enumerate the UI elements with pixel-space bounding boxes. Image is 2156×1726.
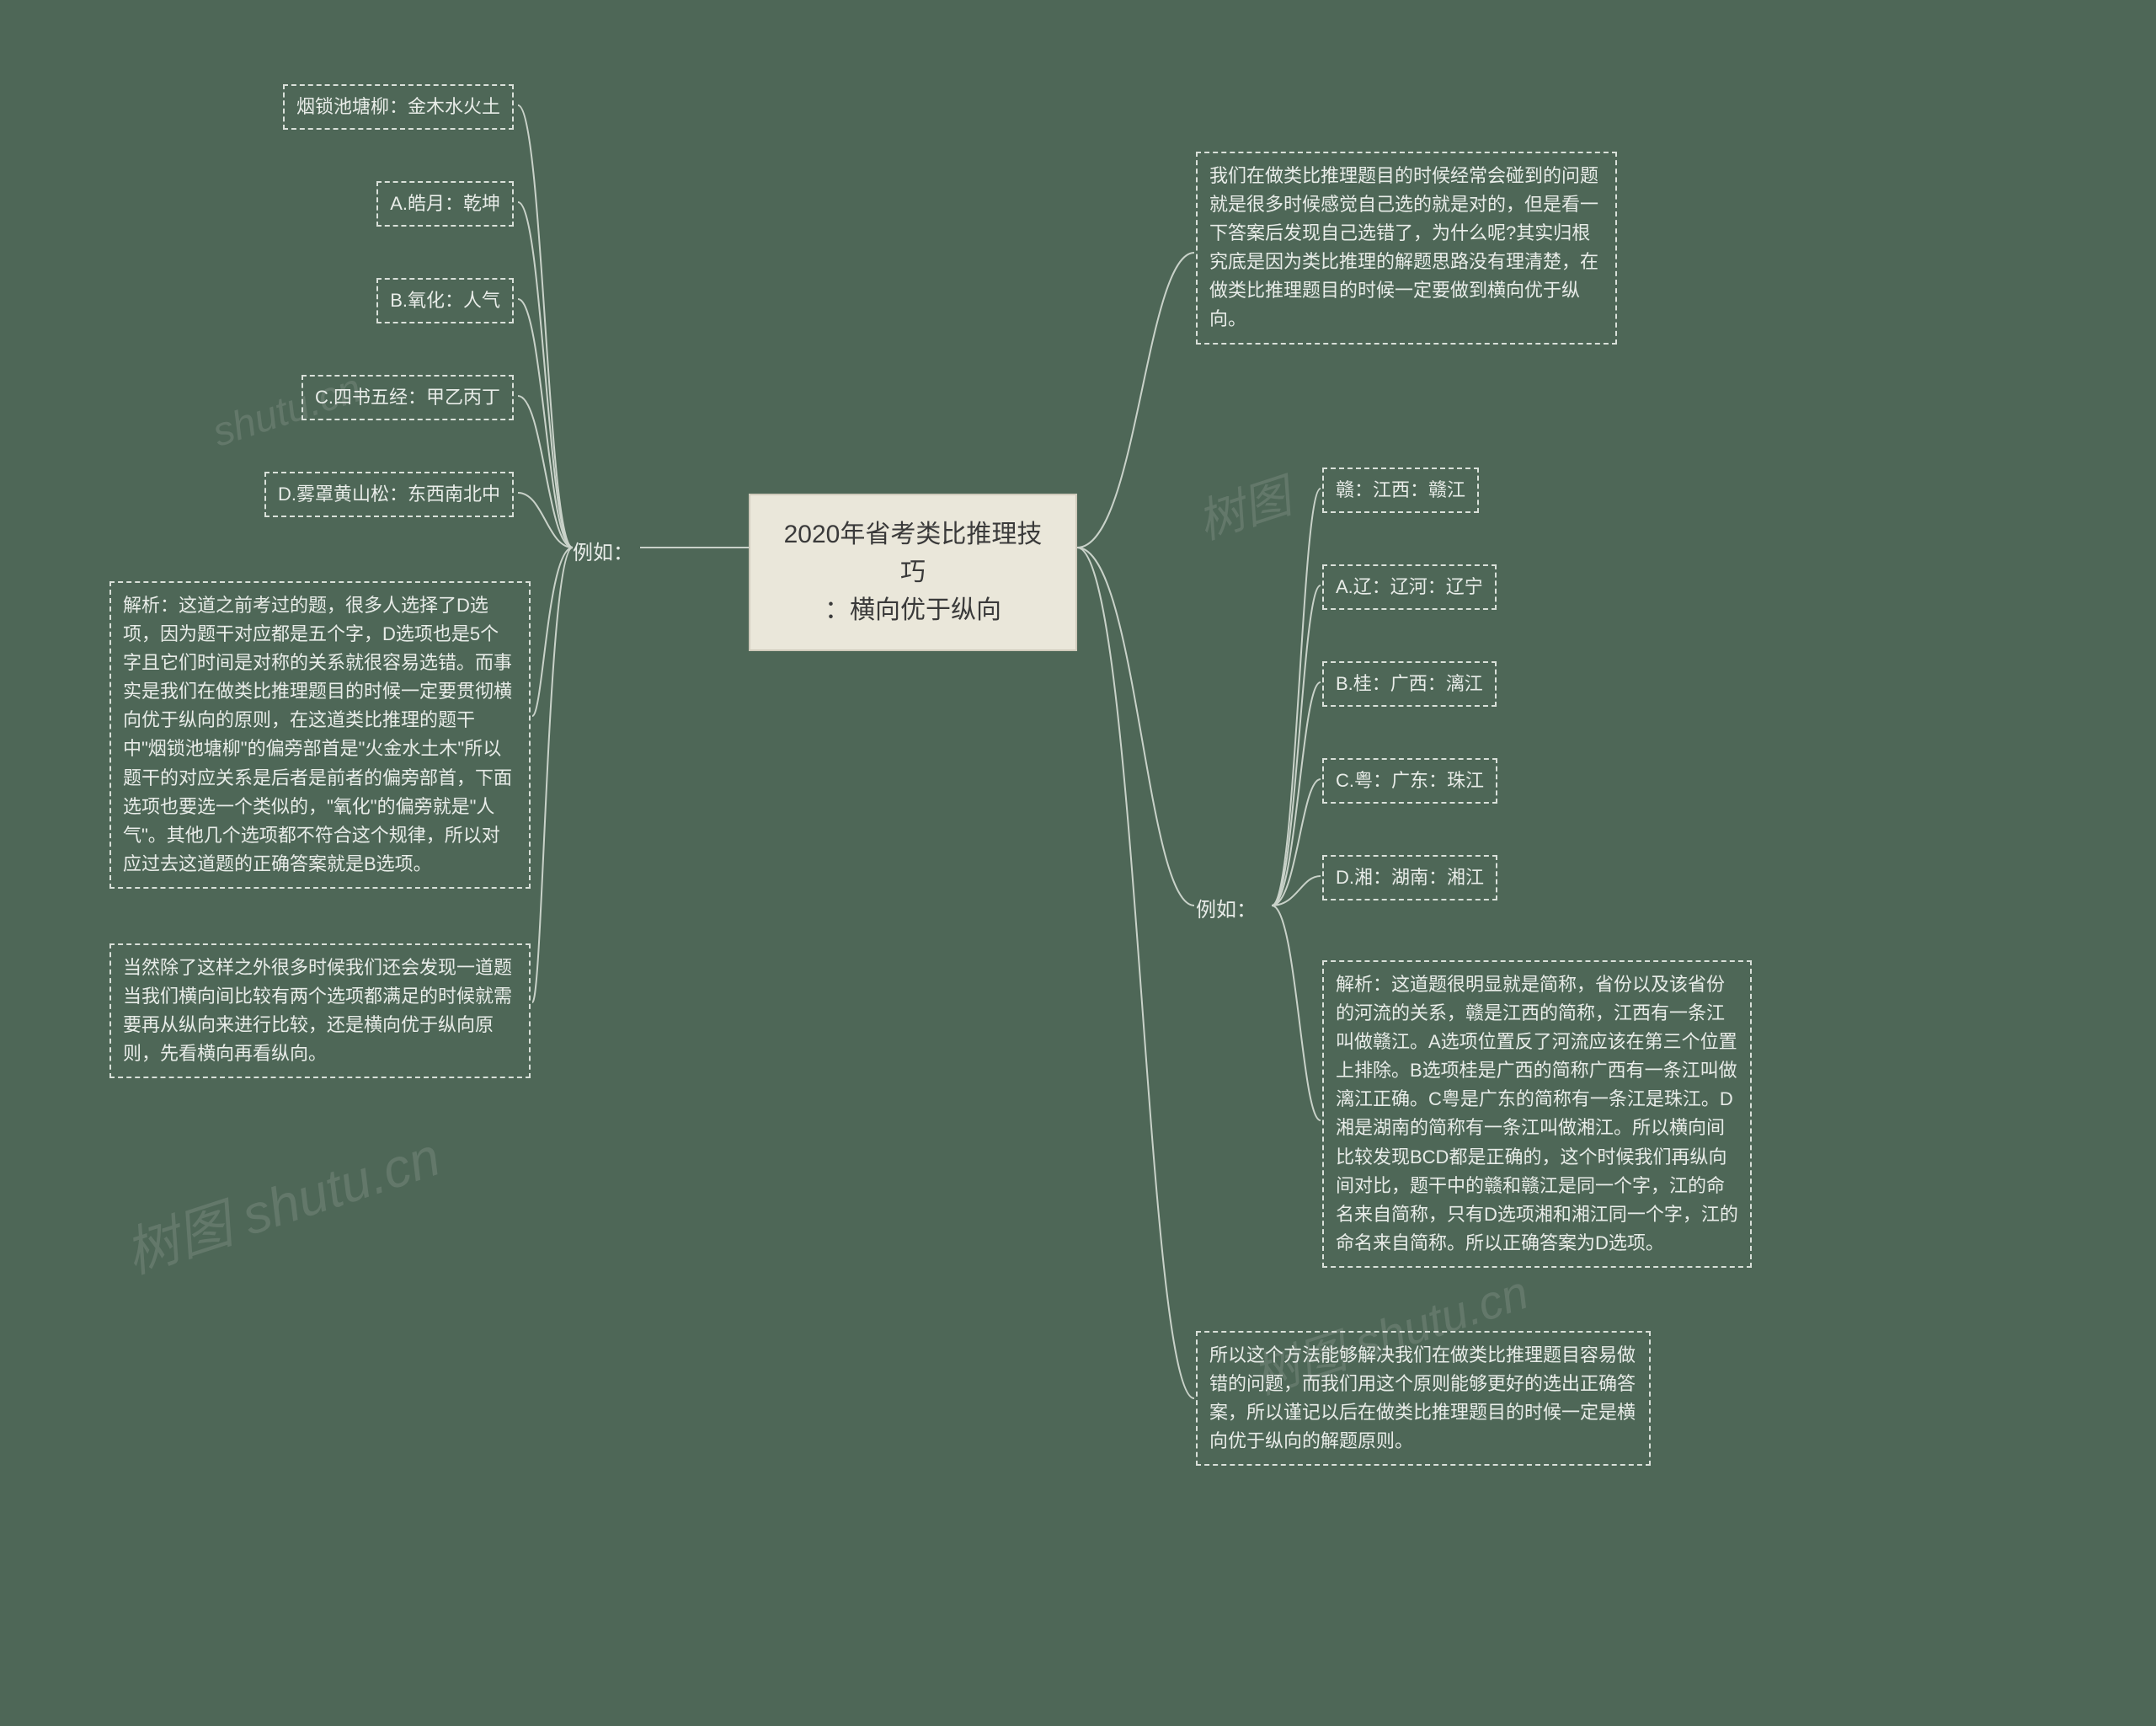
right-item-0: 赣：江西：赣江 <box>1322 468 1479 513</box>
left-item-0: 烟锁池塘柳：金木水火土 <box>283 84 514 130</box>
left-analysis: 解析：这道之前考过的题，很多人选择了D选项，因为题干对应都是五个字，D选项也是5… <box>109 581 531 889</box>
right-item-1: A.辽：辽河：辽宁 <box>1322 564 1497 610</box>
left-item-4: D.雾罩黄山松：东西南北中 <box>264 472 514 517</box>
right-item-3: C.粤：广东：珠江 <box>1322 758 1497 804</box>
root-node: 2020年省考类比推理技巧 ：横向优于纵向 <box>749 494 1077 651</box>
left-hub-label: 例如： <box>573 536 633 565</box>
root-title-line2: ：横向优于纵向 <box>774 591 1052 629</box>
right-conclusion: 所以这个方法能够解决我们在做类比推理题目容易做错的问题，而我们用这个原则能够更好… <box>1196 1331 1651 1466</box>
right-item-4: D.湘：湖南：湘江 <box>1322 855 1497 900</box>
right-analysis: 解析：这道题很明显就是简称，省份以及该省份的河流的关系，赣是江西的简称，江西有一… <box>1322 960 1752 1268</box>
left-item-3: C.四书五经：甲乙丙丁 <box>302 375 514 420</box>
left-item-2: B.氧化：人气 <box>376 278 514 323</box>
root-title-line1: 2020年省考类比推理技巧 <box>774 516 1052 591</box>
left-item-1: A.皓月：乾坤 <box>376 181 514 227</box>
right-item-2: B.桂：广西：漓江 <box>1322 661 1497 707</box>
right-intro: 我们在做类比推理题目的时候经常会碰到的问题就是很多时候感觉自己选的就是对的，但是… <box>1196 152 1617 345</box>
left-note: 当然除了这样之外很多时候我们还会发现一道题当我们横向间比较有两个选项都满足的时候… <box>109 943 531 1078</box>
right-hub-label: 例如： <box>1196 893 1257 922</box>
